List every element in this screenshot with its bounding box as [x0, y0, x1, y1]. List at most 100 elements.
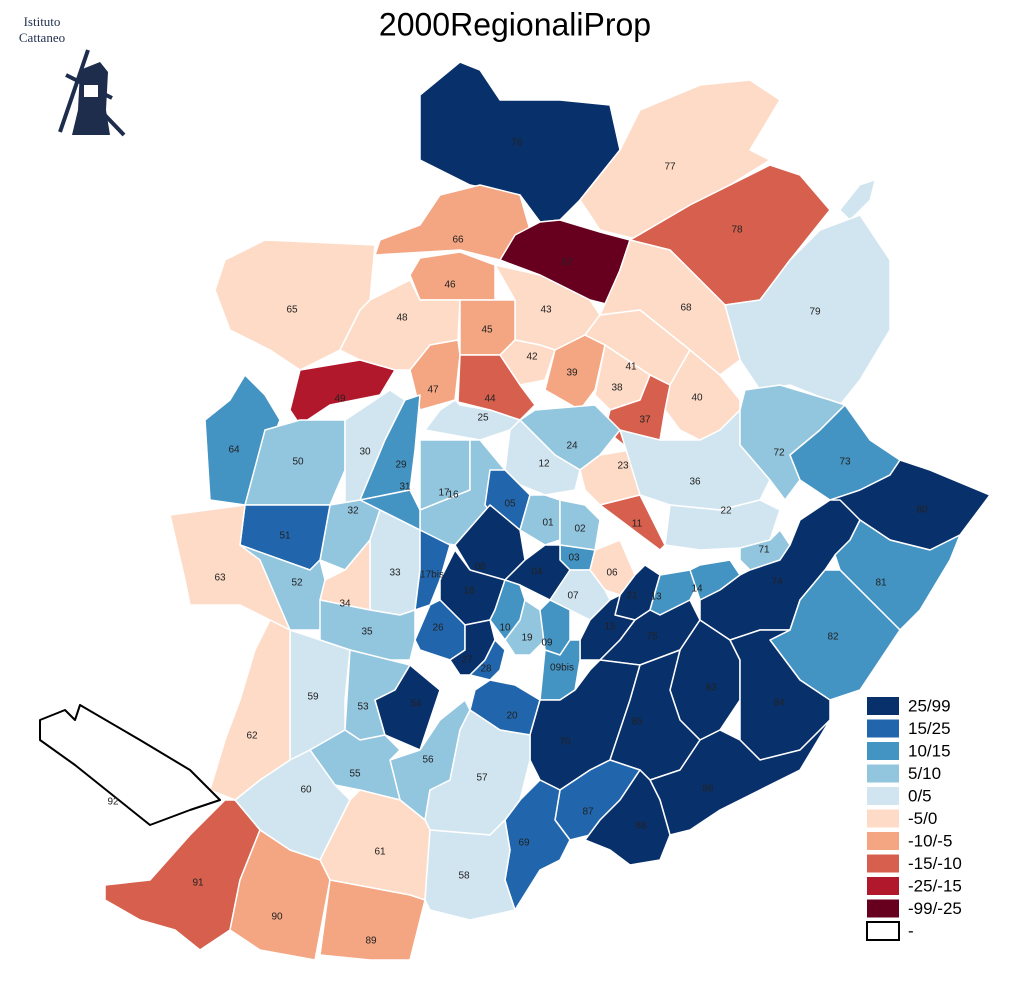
- legend-swatch: [867, 787, 899, 805]
- district-label: 15: [604, 622, 616, 633]
- legend-swatch: [867, 809, 899, 828]
- legend-swatch: [867, 854, 899, 873]
- district-label: 85: [631, 717, 643, 728]
- district-label: 71: [758, 545, 770, 556]
- legend-swatch: [867, 697, 899, 715]
- district-label: 57: [476, 773, 488, 784]
- district-label: 61: [374, 847, 386, 858]
- district-label: 17: [438, 488, 450, 499]
- district: [559, 499, 601, 551]
- legend-label: 5/10: [908, 764, 941, 783]
- district-label: 79: [809, 307, 821, 318]
- legend: 25/99 15/25 10/15 5/10 0/5 -5/0 -10/-5 -15/-10 -…: [866, 696, 962, 941]
- legend-label: 10/15: [908, 741, 951, 760]
- district-label: 32: [347, 506, 359, 517]
- district-label: 09bis: [550, 663, 574, 674]
- logo: Istituto Cattaneo: [19, 14, 126, 137]
- district-label: 76: [511, 138, 523, 149]
- district-label: 68: [680, 303, 692, 314]
- district-label: 06: [606, 568, 618, 579]
- district-label: 87: [582, 807, 594, 818]
- district: [39, 704, 221, 826]
- district-label: 19: [521, 633, 533, 644]
- district-label: 52: [291, 578, 303, 589]
- district-label: 80: [916, 505, 928, 516]
- legend-swatch: [866, 921, 900, 941]
- district-label: 51: [279, 531, 291, 542]
- district-label: 60: [300, 785, 312, 796]
- district-label: 65: [286, 305, 298, 316]
- district-label: 49: [334, 394, 346, 405]
- district-label: 36: [689, 477, 701, 488]
- district-label: 02: [574, 524, 586, 535]
- district-label: 22: [720, 506, 732, 517]
- district-label: 78: [731, 225, 743, 236]
- district-label: 83: [705, 683, 717, 694]
- district-label: 37: [639, 415, 651, 426]
- district-label: 91: [192, 878, 204, 889]
- district-label: 10: [499, 623, 511, 634]
- district: [319, 879, 426, 961]
- legend-swatch: [867, 742, 899, 760]
- district-label: 12: [538, 459, 550, 470]
- district-label: 16: [447, 490, 459, 501]
- district-label: 86: [702, 784, 714, 795]
- island: [839, 179, 876, 221]
- district: [834, 519, 961, 631]
- district-label: 59: [307, 692, 319, 703]
- district-label: 66: [452, 235, 464, 246]
- legend-label: -: [908, 921, 914, 940]
- district-label: 25: [477, 413, 489, 424]
- district-label: 72: [773, 448, 785, 459]
- district-label: 89: [365, 936, 377, 947]
- logo-text: Cattaneo: [19, 30, 65, 45]
- district-label: 43: [540, 305, 552, 316]
- legend-swatch: [867, 719, 899, 738]
- district: [649, 719, 831, 836]
- legend-label: -5/0: [908, 809, 937, 828]
- district-label: 58: [458, 871, 470, 882]
- district: [309, 729, 401, 801]
- district-label: 14: [691, 584, 703, 595]
- district-label: 62: [246, 731, 258, 742]
- district-label: 20: [506, 711, 518, 722]
- legend-label: 25/99: [908, 696, 951, 715]
- district-label: 35: [361, 627, 373, 638]
- district: [457, 354, 536, 421]
- district-label: 48: [396, 313, 408, 324]
- district-label: 33: [389, 568, 401, 579]
- district-label: 09: [541, 638, 553, 649]
- district-label: 75: [646, 632, 658, 643]
- district-label: 31: [399, 482, 411, 493]
- district: [209, 619, 291, 801]
- district-label: 90: [271, 912, 283, 923]
- district-label: 01: [542, 518, 554, 529]
- district-label: 17bis: [420, 570, 444, 581]
- district-label: 29: [395, 460, 407, 471]
- district: [244, 419, 346, 506]
- district-label: 82: [827, 632, 839, 643]
- district-label: 64: [228, 445, 240, 456]
- district-label: 46: [444, 280, 456, 291]
- legend-swatch: [867, 764, 899, 783]
- district: [374, 184, 531, 261]
- legend-label: -99/-25: [908, 899, 962, 918]
- district-label: 34: [339, 599, 351, 610]
- district-label: 03: [568, 553, 580, 564]
- district-label: 21: [626, 591, 638, 602]
- district-label: 28: [480, 664, 492, 675]
- district-label: 05: [504, 499, 516, 510]
- district-label: 47: [427, 385, 439, 396]
- legend-swatch: [867, 832, 899, 850]
- district: [579, 79, 781, 241]
- legend-label: 0/5: [908, 786, 932, 805]
- district-label: 55: [349, 769, 361, 780]
- district: [599, 494, 666, 551]
- district-label: 70: [559, 737, 571, 748]
- district-label: 54: [410, 699, 422, 710]
- district-label: 77: [664, 162, 676, 173]
- district: [204, 374, 281, 506]
- district-label: 07: [567, 591, 579, 602]
- district-label: 56: [422, 755, 434, 766]
